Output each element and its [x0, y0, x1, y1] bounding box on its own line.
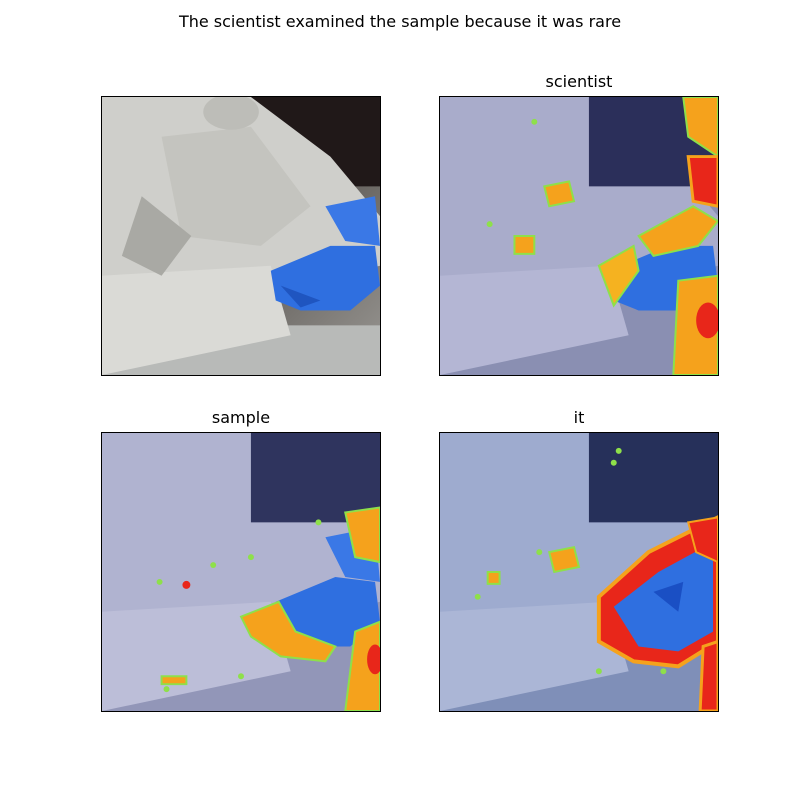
- lab-photo-original: [102, 97, 380, 375]
- panel-title-sample: sample: [211, 408, 271, 427]
- heatmap-panel-sample: [101, 432, 381, 712]
- attention-heatmap-it: [440, 433, 718, 711]
- heatmap-panel-it: [439, 432, 719, 712]
- figure-title: The scientist examined the sample becaus…: [178, 12, 622, 31]
- panel-title-scientist: scientist: [545, 72, 613, 91]
- heatmap-panel-scientist: [439, 96, 719, 376]
- original-image-panel: [101, 96, 381, 376]
- panel-title-it: it: [573, 408, 585, 427]
- attention-heatmap-scientist: [440, 97, 718, 375]
- attention-heatmap-sample: [102, 433, 380, 711]
